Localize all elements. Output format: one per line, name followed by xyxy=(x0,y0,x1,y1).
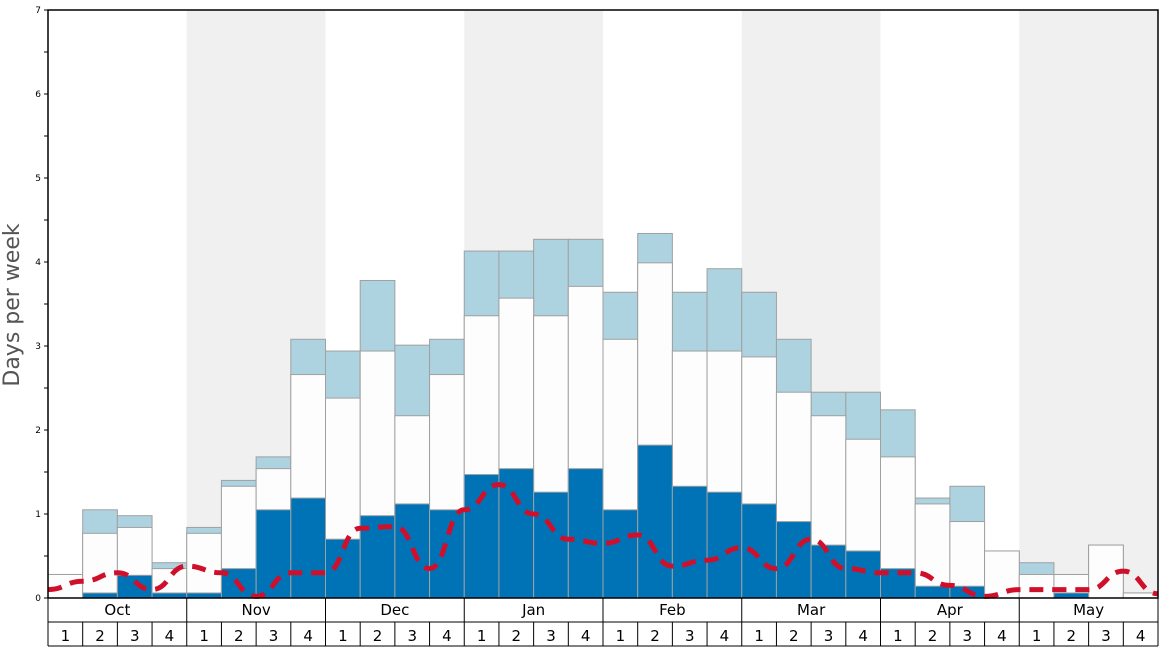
y-tick-label: 7 xyxy=(35,6,41,16)
week-label: 1 xyxy=(893,627,903,645)
y-axis-label: Days per week xyxy=(0,223,25,386)
bar-dark xyxy=(82,592,118,599)
month-band-may xyxy=(1019,10,1158,598)
week-label: 3 xyxy=(685,627,695,645)
y-tick-label: 2 xyxy=(35,426,41,436)
month-label: May xyxy=(1073,601,1104,619)
month-label: Dec xyxy=(380,601,409,619)
bar-dark xyxy=(637,444,673,599)
week-label: 1 xyxy=(754,627,764,645)
month-label: Nov xyxy=(241,601,270,619)
week-label: 1 xyxy=(199,627,209,645)
bar-dark xyxy=(741,503,777,599)
bar-dark xyxy=(914,585,951,599)
trend-line-layer xyxy=(47,482,1159,599)
y-tick-label: 5 xyxy=(35,174,41,184)
week-label: 3 xyxy=(130,627,140,645)
bar-dark xyxy=(706,491,743,599)
week-label: 4 xyxy=(165,627,175,645)
bar-white xyxy=(47,573,84,599)
week-label: 4 xyxy=(720,627,730,645)
week-label: 4 xyxy=(442,627,452,645)
week-label: 2 xyxy=(512,627,522,645)
week-label: 1 xyxy=(338,627,348,645)
week-label: 4 xyxy=(1136,627,1146,645)
bar-white xyxy=(1018,573,1055,599)
bar-dark xyxy=(1053,592,1090,599)
week-label: 2 xyxy=(789,627,799,645)
week-label: 3 xyxy=(407,627,417,645)
week-label: 3 xyxy=(1101,627,1111,645)
week-label: 2 xyxy=(234,627,244,645)
y-tick-label: 3 xyxy=(35,342,41,352)
bar-dark xyxy=(290,497,326,599)
week-label: 4 xyxy=(858,627,868,645)
bar-dark xyxy=(602,509,639,599)
bar-white xyxy=(1122,592,1159,599)
week-label: 3 xyxy=(269,627,279,645)
week-label: 1 xyxy=(61,627,71,645)
bar-dark xyxy=(533,491,569,599)
week-label: 4 xyxy=(997,627,1007,645)
month-label: Feb xyxy=(659,601,686,619)
week-label: 1 xyxy=(616,627,626,645)
week-label: 2 xyxy=(1067,627,1077,645)
y-tick-label: 6 xyxy=(35,90,41,100)
bar-dark xyxy=(325,538,361,599)
week-label: 2 xyxy=(650,627,660,645)
bar-dark xyxy=(151,592,188,599)
week-label: 4 xyxy=(581,627,591,645)
x-axis: Oct Nov Dec Jan Feb Mar Apr May 1 2 3 4 1 2 3 4 1 2 3 4 1 2 3 4… xyxy=(47,598,1159,647)
week-label: 4 xyxy=(303,627,313,645)
bars xyxy=(47,232,1159,599)
bar-dark xyxy=(186,592,222,599)
bar-white xyxy=(82,532,118,599)
month-label: Apr xyxy=(937,601,964,619)
bar-dark xyxy=(775,521,812,599)
week-label: 2 xyxy=(928,627,938,645)
y-axis-ticks: 0 1 2 3 4 5 6 7 xyxy=(35,6,48,604)
bar-dark xyxy=(845,550,881,599)
week-label: 2 xyxy=(95,627,105,645)
trend-line xyxy=(47,482,1159,599)
bar-dark xyxy=(671,485,708,599)
week-label: 2 xyxy=(373,627,383,645)
month-label: Oct xyxy=(104,601,130,619)
week-label: 1 xyxy=(477,627,487,645)
month-label: Jan xyxy=(521,601,545,619)
bar-dark xyxy=(498,468,535,599)
bar-dark xyxy=(567,468,604,599)
y-tick-label: 1 xyxy=(35,510,41,520)
week-label: 3 xyxy=(962,627,972,645)
week-label: 3 xyxy=(824,627,834,645)
month-label: Mar xyxy=(797,601,826,619)
y-tick-label: 4 xyxy=(35,258,41,268)
bar-dark xyxy=(429,509,465,599)
bar-dark xyxy=(810,544,847,599)
week-label: 3 xyxy=(546,627,556,645)
y-tick-label: 0 xyxy=(35,594,41,604)
bar-white xyxy=(186,532,222,599)
week-label: 1 xyxy=(1032,627,1042,645)
